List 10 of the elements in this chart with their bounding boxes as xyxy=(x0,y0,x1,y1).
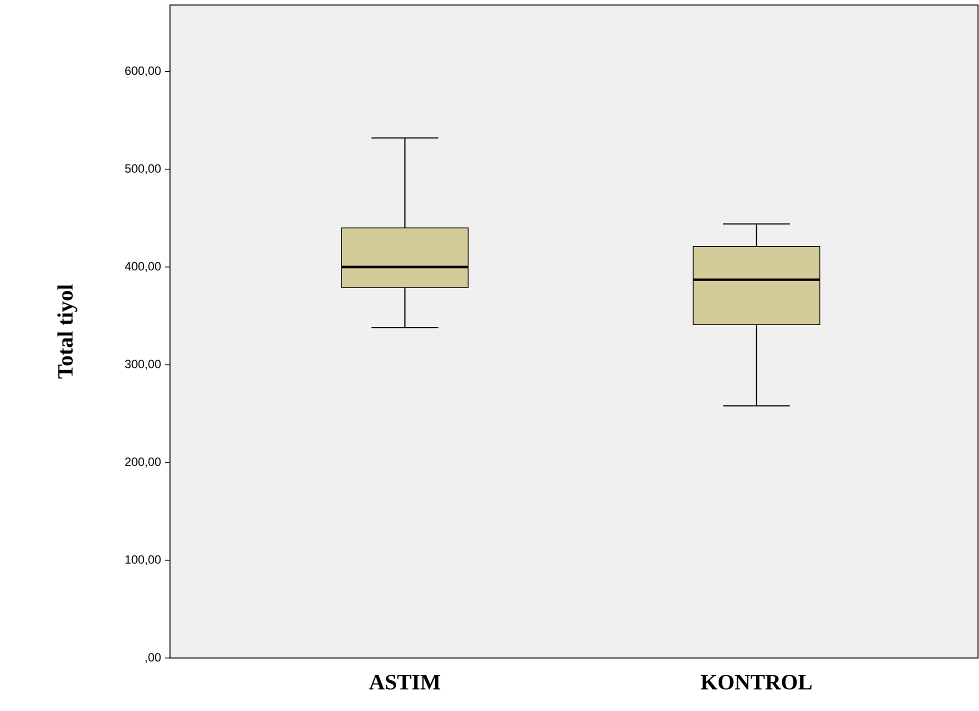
y-tick-label: ,00 xyxy=(146,653,161,663)
y-axis-title: Total tiyol xyxy=(57,284,78,379)
y-tick-label: 600,00 xyxy=(125,66,161,76)
y-tick-label: 200,00 xyxy=(125,458,161,468)
y-tick-label: 300,00 xyxy=(125,360,161,370)
y-tick-label: 100,00 xyxy=(126,555,161,566)
y-tick-label: 500,00 xyxy=(125,164,161,174)
x-tick-label: KONTROL xyxy=(700,674,812,690)
y-tick-label: 400,00 xyxy=(124,262,161,272)
x-tick-label: ASTIM xyxy=(369,674,440,690)
